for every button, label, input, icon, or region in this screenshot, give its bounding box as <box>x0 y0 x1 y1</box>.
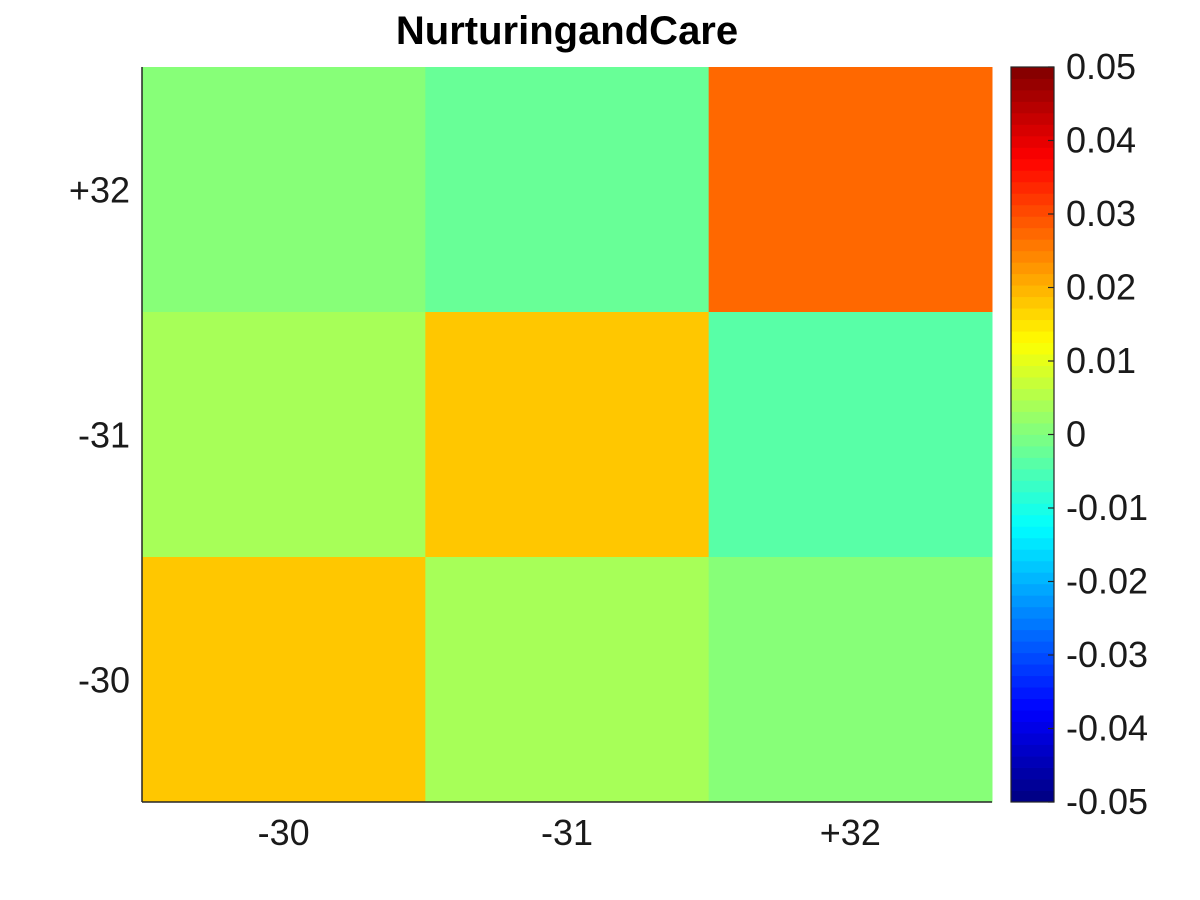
colorbar-segment <box>1011 285 1054 298</box>
colorbar-segment <box>1011 204 1054 217</box>
colorbar-segment <box>1011 296 1054 309</box>
colorbar-segment <box>1011 606 1054 619</box>
colorbar-segment <box>1011 618 1054 631</box>
colorbar-segment <box>1011 273 1054 286</box>
colorbar-segment <box>1011 514 1054 527</box>
x-axis-ticks: -30 -31 +32 <box>258 812 881 853</box>
colorbar-segment <box>1011 629 1054 642</box>
colorbar-segment <box>1011 181 1054 194</box>
colorbar-segment <box>1011 779 1054 791</box>
colorbar-segment <box>1011 710 1054 723</box>
colorbar-segment <box>1011 193 1054 206</box>
colorbar-segment <box>1011 457 1054 470</box>
colorbar-segment <box>1011 434 1054 447</box>
colorbar-segment <box>1011 331 1054 344</box>
y-tick-label: +32 <box>69 170 130 211</box>
colorbar-segment <box>1011 526 1054 539</box>
colorbar-tick-label: -0.04 <box>1066 708 1148 749</box>
colorbar-tick-label: -0.03 <box>1066 634 1148 675</box>
colorbar-segment <box>1011 308 1054 321</box>
colorbar-segment <box>1011 445 1054 458</box>
heatmap-cells <box>142 67 993 803</box>
colorbar-segment <box>1011 67 1054 79</box>
colorbar-segment <box>1011 721 1054 734</box>
heatmap-cell <box>708 557 993 803</box>
colorbar-tick-label: 0.03 <box>1066 193 1136 234</box>
colorbar-segment <box>1011 664 1054 677</box>
colorbar-tick-label: -0.01 <box>1066 487 1148 528</box>
heatmap-cell <box>142 557 426 803</box>
heatmap-cell <box>425 312 710 558</box>
colorbar-tick-label: 0.01 <box>1066 340 1136 381</box>
colorbar-segment <box>1011 560 1054 573</box>
colorbar-segment <box>1011 89 1054 102</box>
colorbar-segment <box>1011 158 1054 171</box>
colorbar-segment <box>1011 503 1054 516</box>
colorbar-segment <box>1011 124 1054 137</box>
colorbar: 0.05 0.04 0.03 0.02 0.01 0 -0.01 -0.02 -0.03 -0.0… <box>1010 46 1148 822</box>
colorbar-segment <box>1011 652 1054 665</box>
colorbar-tick-label: -0.05 <box>1066 781 1148 822</box>
x-tick-label: -30 <box>258 812 310 853</box>
colorbar-segment <box>1011 733 1054 745</box>
colorbar-segment <box>1011 549 1054 562</box>
colorbar-segment <box>1011 250 1054 263</box>
heatmap-cell <box>142 67 426 313</box>
colorbar-segment <box>1011 537 1054 550</box>
colorbar-segment <box>1011 468 1054 481</box>
colorbar-segment <box>1011 744 1054 757</box>
colorbar-segment <box>1011 227 1054 240</box>
colorbar-segment <box>1011 400 1054 412</box>
colorbar-segment <box>1011 767 1054 780</box>
chart-title: NurturingandCare <box>396 9 738 53</box>
heatmap-cell <box>142 312 426 558</box>
colorbar-tick-label: 0 <box>1066 414 1086 455</box>
colorbar-segment <box>1011 377 1054 389</box>
plot-axes <box>141 67 992 803</box>
y-tick-label: -31 <box>78 415 130 456</box>
colorbar-segment <box>1011 170 1054 183</box>
colorbar-segment <box>1011 342 1054 355</box>
colorbar-tick-label: 0.02 <box>1066 267 1136 308</box>
heatmap-cell <box>708 67 993 313</box>
heatmap-cell <box>708 312 993 558</box>
colorbar-segment <box>1011 365 1054 378</box>
colorbar-segment <box>1011 790 1054 803</box>
colorbar-segment <box>1011 354 1054 366</box>
colorbar-segment <box>1011 675 1054 688</box>
y-axis-ticks: +32 -31 -30 <box>69 170 130 701</box>
colorbar-segment <box>1011 319 1054 332</box>
colorbar-segment <box>1011 101 1054 114</box>
colorbar-segment <box>1011 135 1054 148</box>
colorbar-segment <box>1011 583 1054 596</box>
heatmap-cell <box>425 67 710 313</box>
colorbar-segment <box>1011 423 1054 435</box>
colorbar-segment <box>1011 480 1054 493</box>
colorbar-segment <box>1011 216 1054 229</box>
colorbar-segment <box>1011 595 1054 608</box>
colorbar-segment <box>1011 388 1054 401</box>
x-tick-label: +32 <box>820 812 881 853</box>
colorbar-segment <box>1011 112 1054 125</box>
colorbar-segment <box>1011 756 1054 768</box>
colorbar-segment <box>1011 572 1054 585</box>
colorbar-segment <box>1011 239 1054 252</box>
colorbar-segment <box>1011 698 1054 711</box>
colorbar-segment <box>1011 78 1054 91</box>
y-tick-label: -30 <box>78 660 130 701</box>
colorbar-tick-label: 0.05 <box>1066 46 1136 87</box>
colorbar-segment <box>1011 491 1054 504</box>
x-tick-label: -31 <box>541 812 593 853</box>
colorbar-segment <box>1011 262 1054 275</box>
colorbar-tick-label: 0.04 <box>1066 120 1136 161</box>
colorbar-tick-label: -0.02 <box>1066 561 1148 602</box>
heatmap-cell <box>425 557 710 803</box>
colorbar-segment <box>1011 687 1054 700</box>
colorbar-segment <box>1011 147 1054 160</box>
colorbar-segment <box>1011 411 1054 424</box>
colorbar-segment <box>1011 641 1054 654</box>
